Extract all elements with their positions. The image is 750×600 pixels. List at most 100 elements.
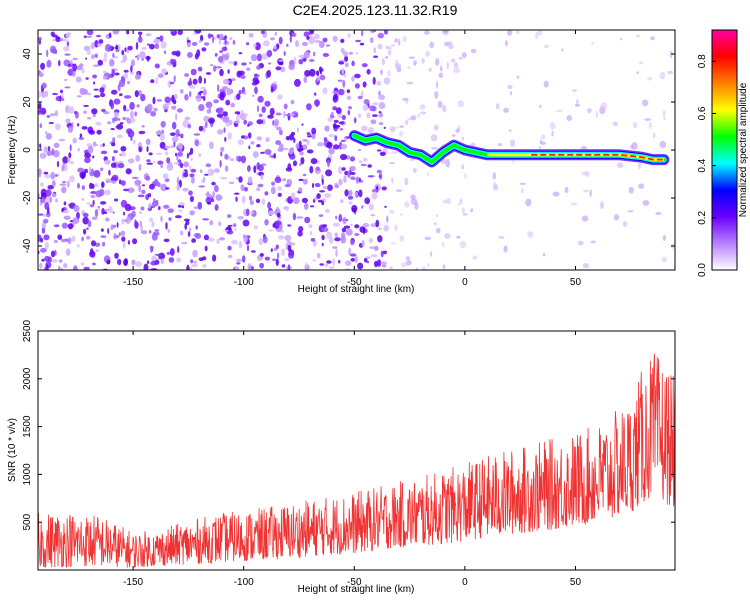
noise-speck — [662, 110, 666, 118]
noise-speck — [268, 62, 272, 65]
noise-speck — [461, 136, 465, 141]
noise-speck — [145, 175, 151, 181]
noise-speck — [208, 104, 211, 113]
noise-speck — [222, 116, 230, 123]
noise-speck — [344, 137, 348, 142]
noise-speck — [88, 166, 91, 173]
noise-speck — [406, 81, 413, 85]
noise-speck — [371, 191, 378, 200]
noise-speck — [269, 107, 275, 116]
noise-speck — [134, 74, 141, 80]
noise-speck — [317, 199, 323, 203]
noise-speck — [122, 241, 126, 249]
noise-speck — [134, 90, 139, 98]
noise-speck — [189, 195, 194, 203]
noise-speck — [124, 95, 132, 99]
noise-speck — [62, 162, 65, 171]
noise-speck — [175, 113, 178, 121]
noise-speck — [321, 242, 324, 247]
colorbar-axis: 0.0 0.2 0.4 0.6 0.8 — [697, 54, 716, 277]
noise-speck — [82, 216, 89, 225]
noise-speck — [163, 148, 168, 151]
noise-speck — [101, 108, 106, 113]
noise-speck — [399, 235, 405, 242]
noise-speck — [202, 125, 206, 133]
noise-speck — [131, 259, 136, 266]
noise-speck — [308, 224, 313, 229]
noise-speck — [83, 228, 87, 235]
noise-speck — [155, 77, 158, 85]
noise-speck — [257, 164, 264, 172]
noise-speck — [129, 71, 135, 75]
noise-speck — [46, 49, 49, 58]
noise-speck — [328, 148, 335, 155]
noise-speck — [274, 176, 282, 184]
noise-speck — [321, 200, 325, 206]
noise-speck — [350, 239, 355, 246]
noise-speck — [383, 30, 389, 35]
noise-speck — [313, 33, 320, 40]
noise-speck — [227, 254, 233, 259]
noise-speck — [104, 189, 111, 196]
noise-speck — [129, 101, 135, 110]
noise-speck — [118, 232, 121, 237]
noise-speck — [92, 64, 100, 67]
noise-speck — [63, 201, 67, 206]
noise-speck — [256, 144, 261, 148]
noise-speck — [275, 258, 279, 266]
noise-speck — [267, 114, 274, 119]
noise-speck — [223, 78, 230, 85]
noise-speck — [357, 113, 362, 118]
noise-speck — [496, 103, 500, 110]
noise-speck — [203, 95, 206, 102]
noise-speck — [312, 183, 315, 188]
noise-speck — [357, 95, 363, 100]
noise-speck — [620, 38, 623, 41]
noise-speck — [570, 202, 578, 206]
noise-speck — [306, 149, 314, 154]
noise-speck — [223, 127, 226, 133]
noise-speck — [104, 208, 110, 212]
noise-speck — [248, 145, 251, 150]
noise-speck — [175, 215, 182, 219]
noise-speck — [384, 205, 387, 208]
noise-speck — [63, 46, 70, 52]
noise-speck — [118, 44, 121, 52]
noise-speck — [40, 247, 47, 253]
noise-speck — [566, 115, 573, 121]
noise-speck — [425, 50, 430, 58]
noise-speck — [503, 107, 509, 113]
noise-speck — [102, 241, 106, 247]
noise-speck — [395, 126, 399, 129]
noise-speck — [308, 68, 316, 77]
noise-speck — [308, 37, 316, 45]
noise-speck — [515, 30, 520, 35]
noise-speck — [220, 176, 228, 180]
noise-speck — [55, 198, 59, 203]
noise-speck — [304, 202, 308, 208]
noise-speck — [167, 208, 174, 213]
noise-speck — [100, 235, 107, 239]
noise-speck — [221, 46, 228, 52]
noise-speck — [298, 178, 304, 182]
noise-speck — [347, 170, 351, 178]
noise-speck — [43, 171, 49, 175]
noise-speck — [56, 160, 60, 168]
noise-speck — [198, 104, 205, 112]
noise-speck — [154, 63, 160, 69]
noise-speck — [220, 151, 223, 157]
noise-speck — [110, 224, 114, 231]
noise-speck — [204, 245, 208, 252]
noise-speck — [342, 216, 347, 225]
noise-speck — [183, 172, 189, 178]
noise-speck — [58, 138, 66, 142]
noise-speck — [153, 38, 160, 44]
noise-speck — [404, 120, 409, 125]
noise-speck — [222, 229, 230, 232]
noise-speck — [251, 210, 257, 217]
noise-speck — [176, 183, 180, 191]
noise-speck — [66, 41, 70, 47]
noise-speck — [412, 167, 417, 174]
noise-speck — [163, 204, 170, 209]
noise-speck — [430, 134, 438, 142]
